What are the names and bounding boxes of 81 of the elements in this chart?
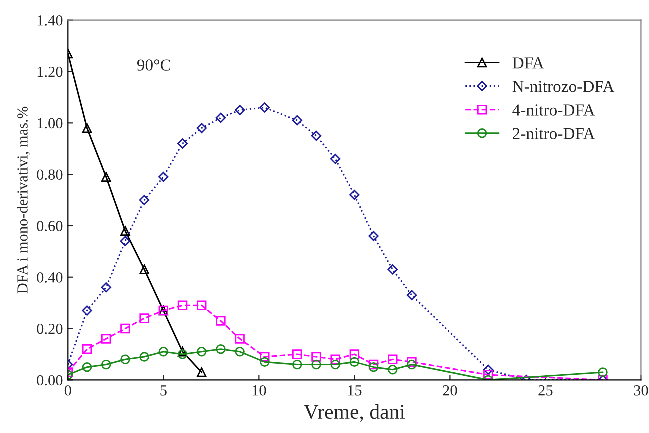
point [158, 347, 169, 357]
annotation: 90°C [137, 60, 170, 71]
point [350, 357, 360, 368]
point [388, 264, 398, 275]
point [388, 354, 398, 364]
point [120, 324, 130, 334]
y-tick-label: 0.60 [37, 221, 63, 232]
point [140, 352, 150, 362]
point [292, 360, 302, 370]
legend-label: DFA [512, 58, 544, 69]
point [101, 360, 112, 370]
point [350, 350, 360, 360]
point [388, 365, 398, 375]
point [101, 172, 112, 182]
point [120, 226, 130, 236]
point [197, 368, 207, 378]
point [330, 154, 341, 164]
x-tick-label: 10 [252, 385, 266, 396]
point [260, 357, 270, 368]
point [483, 364, 494, 376]
x-tick-label: 5 [160, 386, 167, 396]
y-tick-label: 1.00 [38, 118, 63, 129]
y-tick-label: 1.20 [38, 66, 63, 78]
legend-label: N-nitrozo-DFA [512, 81, 615, 92]
point [235, 334, 245, 344]
point [312, 360, 322, 370]
point [197, 347, 207, 357]
x-tick-label: 30 [634, 385, 648, 396]
point [178, 350, 188, 360]
point [407, 357, 417, 368]
x-tick-label: 0 [64, 385, 72, 396]
point [234, 105, 246, 116]
point [101, 282, 112, 293]
point [178, 347, 188, 357]
point [235, 347, 245, 357]
point [82, 306, 92, 316]
x-tick-label: 25 [538, 386, 553, 396]
point [406, 290, 418, 300]
point [120, 354, 130, 364]
point [260, 102, 270, 113]
point [292, 115, 302, 126]
point [120, 236, 131, 246]
point [368, 360, 379, 370]
point [178, 300, 188, 310]
point [139, 195, 150, 206]
point [140, 314, 150, 324]
point [82, 123, 92, 134]
point [368, 231, 379, 242]
point [407, 360, 417, 370]
point [216, 344, 226, 354]
x-axis-title: Vreme, dani [304, 404, 406, 422]
y-tick-label: 1.40 [38, 15, 63, 26]
point [158, 172, 169, 182]
point [484, 370, 494, 380]
point [82, 362, 92, 372]
y-tick-label: 0.40 [37, 272, 63, 283]
point [101, 334, 112, 344]
y-tick-label: 0.20 [37, 324, 63, 334]
x-tick-label: 15 [348, 386, 362, 396]
point [197, 300, 207, 310]
point [311, 130, 322, 142]
point [196, 123, 207, 134]
point [216, 316, 226, 326]
point [350, 190, 360, 200]
legend-label: 2-nitro-DFA [513, 128, 596, 140]
point [368, 362, 379, 372]
point [312, 352, 322, 362]
y-axis-title: DFA i mono-derivativi, mas.% [17, 106, 30, 294]
point [178, 138, 188, 149]
point [260, 352, 270, 362]
point [330, 354, 340, 364]
point [598, 368, 608, 378]
point [330, 360, 340, 370]
x-tick-label: 20 [443, 385, 458, 396]
y-tick-label: 0.00 [37, 375, 63, 386]
legend-label: 4-nitro-DFA [512, 104, 596, 116]
point [140, 264, 150, 275]
point [216, 112, 226, 124]
y-tick-label: 0.80 [37, 170, 63, 180]
point [82, 344, 92, 354]
point [292, 350, 302, 360]
